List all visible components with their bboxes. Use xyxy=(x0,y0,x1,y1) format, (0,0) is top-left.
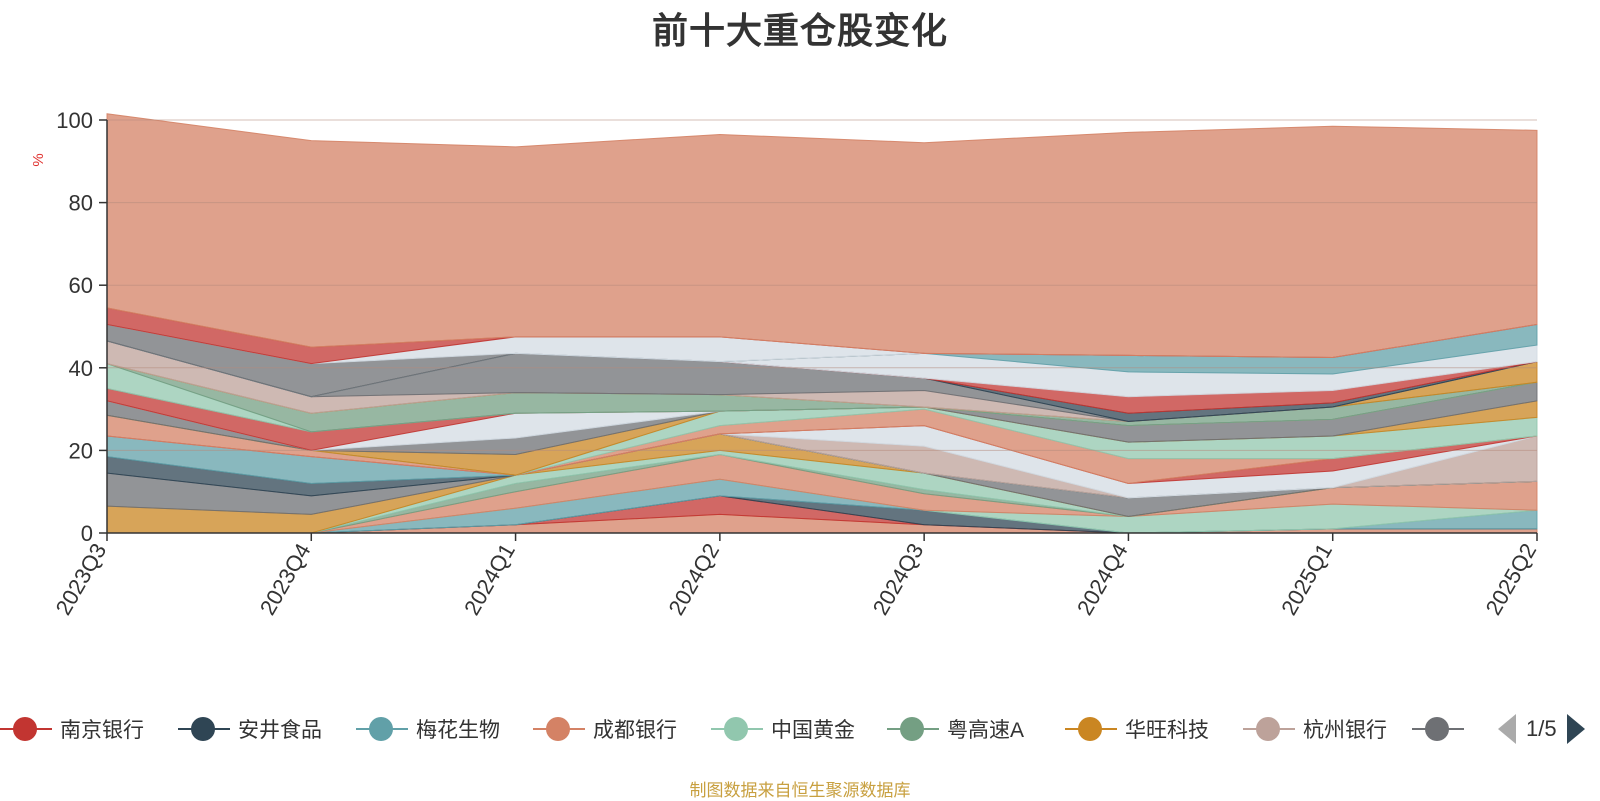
y-tick-label-60: 60 xyxy=(69,273,93,298)
x-tick-label-2024Q4: 2024Q4 xyxy=(1072,539,1133,619)
legend-item[interactable]: 杭州银行 xyxy=(1243,712,1387,746)
legend-marker xyxy=(0,712,52,746)
x-tick-label-2024Q1: 2024Q1 xyxy=(459,539,520,619)
legend-item[interactable]: 华旺科技 xyxy=(1065,712,1209,746)
area-series-33 xyxy=(106,113,1538,358)
legend-item[interactable] xyxy=(1412,712,1470,746)
y-tick-label-0: 0 xyxy=(81,521,93,546)
legend-marker xyxy=(178,712,230,746)
stacked-area-chart: 0 20 40 60 80 100 2023Q3 2023Q4 2024Q1 2024Q2 2024… xyxy=(30,108,1542,619)
legend-pager: 1/5 xyxy=(1498,712,1585,746)
legend-label: 粤高速A xyxy=(947,719,1025,742)
chart-title: 前十大重仓股变化 xyxy=(651,10,948,51)
legend-label: 中国黄金 xyxy=(771,719,855,742)
y-tick-label-100: 100 xyxy=(56,108,93,133)
legend-label: 南京银行 xyxy=(60,719,144,742)
legend: 南京银行 安井食品 梅花生物 成都银行 中国黄金 粤高速A 华旺科技 杭州银行 xyxy=(0,712,1600,746)
x-tick-label-2024Q2: 2024Q2 xyxy=(663,539,724,619)
legend-item[interactable]: 安井食品 xyxy=(178,712,322,746)
x-tick-label-2023Q4: 2023Q4 xyxy=(255,539,316,619)
legend-label: 成都银行 xyxy=(593,719,677,742)
legend-marker xyxy=(1412,712,1464,746)
legend-page-indicator: 1/5 xyxy=(1526,716,1557,741)
legend-label: 华旺科技 xyxy=(1125,719,1209,742)
legend-next-page-button[interactable] xyxy=(1566,714,1585,744)
legend-label: 梅花生物 xyxy=(416,719,500,742)
x-tick-label-2025Q1: 2025Q1 xyxy=(1276,539,1337,619)
legend-marker xyxy=(711,712,763,746)
legend-item[interactable]: 中国黄金 xyxy=(711,712,855,746)
legend-label: 杭州银行 xyxy=(1303,719,1387,742)
x-tick-label-2023Q3: 2023Q3 xyxy=(51,539,112,619)
y-tick-label-40: 40 xyxy=(69,356,93,381)
legend-item[interactable]: 南京银行 xyxy=(0,712,144,746)
legend-item[interactable]: 粤高速A xyxy=(887,712,1024,746)
x-tick-label-2024Q3: 2024Q3 xyxy=(868,539,929,619)
source-footnote: 制图数据来自恒生聚源数据库 xyxy=(689,781,911,800)
legend-prev-page-button[interactable] xyxy=(1498,714,1516,744)
legend-marker xyxy=(1243,712,1295,746)
y-axis-unit-label: % xyxy=(30,153,47,166)
legend-marker xyxy=(887,712,939,746)
legend-marker xyxy=(1065,712,1117,746)
legend-marker xyxy=(533,712,585,746)
area-series-group xyxy=(106,113,1538,534)
legend-item[interactable]: 成都银行 xyxy=(533,712,677,746)
y-tick-label-80: 80 xyxy=(69,191,93,216)
grid-lines xyxy=(107,119,1537,451)
legend-label: 安井食品 xyxy=(238,719,322,742)
legend-marker xyxy=(356,712,408,746)
y-tick-label-20: 20 xyxy=(69,438,93,463)
x-tick-label-2025Q2: 2025Q2 xyxy=(1481,539,1542,619)
legend-item[interactable]: 梅花生物 xyxy=(356,712,500,746)
